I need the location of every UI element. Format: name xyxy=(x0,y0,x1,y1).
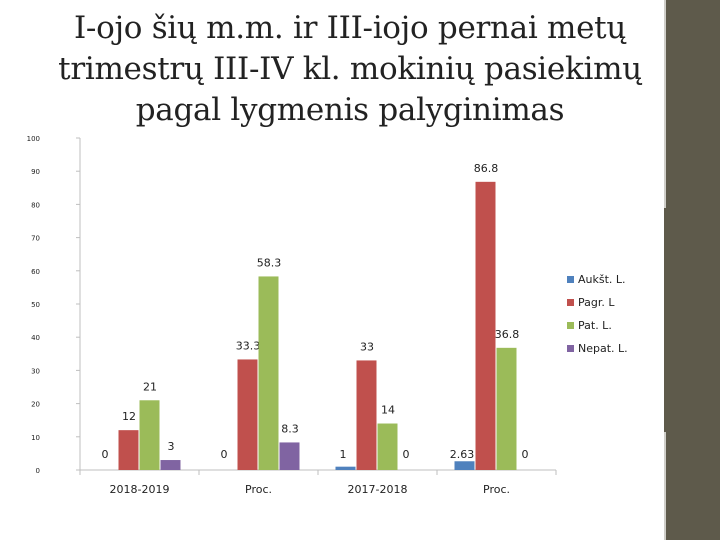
data-label: 1 xyxy=(340,448,347,461)
data-label: 8.3 xyxy=(281,422,299,435)
legend-item-nepat: Nepat. L. xyxy=(563,341,658,364)
bar-chart: 01020304050607080901002018-2019012213Pro… xyxy=(27,135,557,496)
legend-item-aukst: Aukšt. L. xyxy=(563,272,658,295)
y-tick-label: 100 xyxy=(27,135,40,143)
data-label: 36.8 xyxy=(495,328,520,341)
legend-swatch-nepat xyxy=(567,345,574,352)
bar xyxy=(118,430,139,470)
bar xyxy=(356,360,377,470)
data-label: 0 xyxy=(221,448,228,461)
slide-title: I-ojo šių m.m. ir III-iojo pernai metų t… xyxy=(40,8,660,131)
bar xyxy=(139,400,160,470)
legend-label-pagr: Pagr. L xyxy=(578,296,615,309)
legend-item-pat: Pat. L. xyxy=(563,318,658,341)
data-label: 33 xyxy=(360,340,374,353)
legend-label-nepat: Nepat. L. xyxy=(578,342,628,355)
legend-swatch-pagr xyxy=(567,299,574,306)
data-label: 33.3 xyxy=(236,339,261,352)
data-label: 21 xyxy=(143,380,157,393)
y-tick-label: 60 xyxy=(31,268,40,276)
x-tick-label: 2018-2019 xyxy=(110,483,170,496)
slide: I-ojo šių m.m. ir III-iojo pernai metų t… xyxy=(26,8,660,496)
y-tick-label: 50 xyxy=(31,301,40,309)
data-label: 12 xyxy=(122,410,136,423)
legend-item-pagr: Pagr. L xyxy=(563,295,658,318)
legend-swatch-aukst xyxy=(567,276,574,283)
legend-swatch-pat xyxy=(567,322,574,329)
y-tick-label: 70 xyxy=(31,235,40,243)
title-line-2: trimestrų III-IV kl. mokinių pasiekimų xyxy=(58,51,642,87)
y-tick-label: 40 xyxy=(31,334,40,342)
data-label: 0 xyxy=(403,448,410,461)
y-tick-label: 20 xyxy=(31,401,40,409)
data-label: 3 xyxy=(168,440,175,453)
x-tick-label: Proc. xyxy=(245,483,272,496)
bar xyxy=(279,442,300,470)
y-tick-label: 10 xyxy=(31,434,40,442)
bar xyxy=(258,276,279,470)
bar xyxy=(237,359,258,470)
sidebar-rule-bottom xyxy=(664,432,666,540)
y-tick-label: 0 xyxy=(36,467,40,475)
chart-legend: Aukšt. L. Pagr. L Pat. L. Nepat. L. xyxy=(563,272,658,364)
x-tick-label: Proc. xyxy=(483,483,510,496)
bar xyxy=(496,347,517,470)
data-label: 86.8 xyxy=(474,162,499,175)
data-label: 2.63 xyxy=(450,448,475,461)
title-line-3: pagal lygmenis palyginimas xyxy=(135,92,565,128)
title-line-1: I-ojo šių m.m. ir III-iojo pernai metų xyxy=(73,10,626,46)
bar xyxy=(160,460,181,470)
bar xyxy=(377,423,398,470)
decorative-sidebar xyxy=(664,0,720,540)
data-label: 0 xyxy=(102,448,109,461)
bar xyxy=(454,461,475,470)
legend-label-aukst: Aukšt. L. xyxy=(578,273,626,286)
sidebar-rule-top xyxy=(664,0,666,208)
x-tick-label: 2017-2018 xyxy=(348,483,408,496)
y-tick-label: 90 xyxy=(31,168,40,176)
data-label: 0 xyxy=(522,448,529,461)
y-tick-label: 80 xyxy=(31,201,40,209)
bar xyxy=(475,181,496,470)
legend-label-pat: Pat. L. xyxy=(578,319,612,332)
y-tick-label: 30 xyxy=(31,367,40,375)
bar xyxy=(335,466,356,470)
data-label: 14 xyxy=(381,404,395,417)
data-label: 58.3 xyxy=(257,256,282,269)
